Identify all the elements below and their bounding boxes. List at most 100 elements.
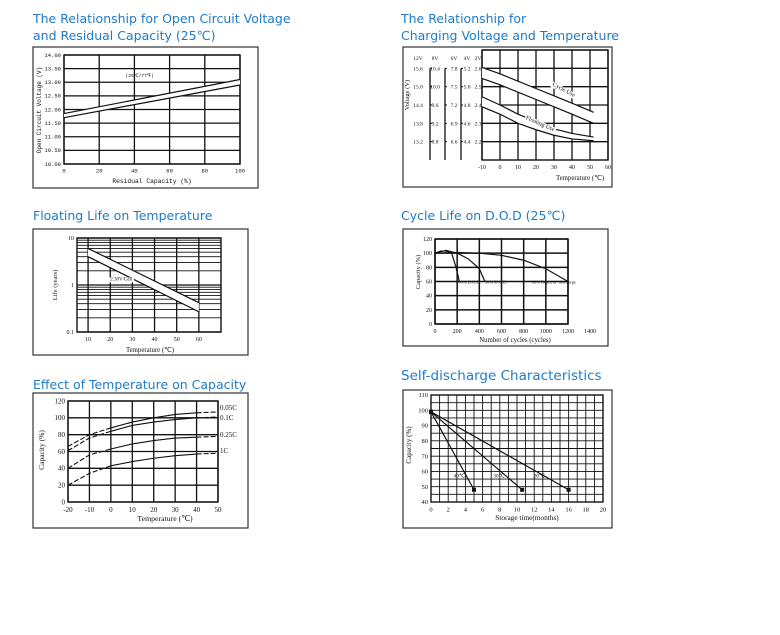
y-tick-label: 12.50 — [44, 93, 61, 100]
band-fill — [482, 67, 594, 124]
annotation-label: 40℃ — [454, 474, 467, 480]
y-tick-label: 0 — [62, 498, 66, 506]
series-line-0-05c-dashed — [67, 427, 112, 447]
annotation-label: discharge — [559, 280, 576, 285]
x-tick-label: 1200 — [562, 329, 574, 335]
x-axis-label: Temperature (℃) — [137, 514, 193, 523]
y-tick-label: 20 — [426, 308, 432, 314]
scale-value: 15.0 — [413, 85, 423, 91]
y-tick-label: 120 — [423, 237, 432, 243]
x-tick-label: 50 — [587, 165, 593, 171]
x-tick-label: 30 — [172, 506, 180, 514]
x-tick-label: 50 — [174, 337, 180, 343]
chart-title-self-discharge: Self-discharge Characteristics — [401, 368, 602, 385]
annotation-label: 30% Depth of — [531, 280, 557, 285]
y-tick-label: 100 — [55, 414, 66, 422]
scale-value: 2.4 — [475, 103, 482, 109]
x-tick-label: 30 — [551, 165, 557, 171]
series-line-30- — [430, 411, 523, 491]
series-line-50-d-o-d- — [434, 249, 486, 282]
x-tick-label: 50 — [215, 506, 223, 514]
y-axis-label: Capacity (%) — [415, 255, 422, 289]
y-tick-label: 100 — [423, 251, 432, 257]
x-tick-label: 14 — [548, 507, 555, 514]
data-point — [520, 487, 525, 492]
x-tick-label: 60 — [605, 165, 611, 171]
y-tick-label: 80 — [422, 438, 429, 445]
annotation-label: 20℃ — [534, 474, 547, 480]
annotation-label: 30℃ — [493, 474, 506, 480]
scale-value: 2.2 — [475, 140, 482, 146]
x-axis-label: Storage time(months) — [495, 513, 559, 522]
x-tick-label: 30 — [129, 337, 135, 343]
y-tick-label: 60 — [422, 469, 429, 476]
chart-0: 0 20 40 60 80 100 10.00 10.50 11.00 11.50 12.00 12.… — [32, 46, 259, 189]
x-tick-label: 0 — [109, 506, 113, 514]
chart-4: -20 -10 0 10 20 30 40 50 0 20 40 60 80 100 120 Temperat… — [32, 392, 249, 529]
x-tick-label: 8 — [498, 507, 501, 514]
y-tick-label: 80 — [426, 265, 432, 271]
chart-2: 10 20 30 40 50 60 0.1 1 10 Temperature (℃) Life (y… — [32, 228, 249, 356]
series-line-40- — [430, 411, 475, 491]
y-tick-label: 80 — [58, 431, 66, 439]
scale-value: 13.8 — [413, 121, 423, 127]
y-tick-label: 0 — [429, 322, 432, 328]
scale-value: 9.2 — [432, 121, 439, 127]
scale-value: 14.4 — [413, 103, 423, 109]
series-line — [481, 77, 594, 124]
x-tick-label: 4 — [464, 507, 468, 514]
chart-5: 0 2 4 6 8 10 12 14 16 18 20 40 50 60 70 80 90 100 110 Stora… — [402, 389, 613, 529]
x-tick-label: -20 — [63, 506, 73, 514]
scale-value: 4.4 — [464, 140, 471, 146]
y-tick-label: 120 — [55, 397, 66, 405]
y-axis-label: Capacity (%) — [37, 430, 46, 470]
scale-value: 6.9 — [451, 121, 458, 127]
band-fill — [88, 248, 199, 312]
scale-value: 13.2 — [413, 140, 423, 146]
y-tick-label: 10.00 — [44, 161, 61, 168]
series-line-1c-dashed — [67, 465, 112, 486]
x-tick-label: 20 — [150, 506, 158, 514]
x-tick-label: 6 — [481, 507, 485, 514]
x-tick-label: 40 — [193, 506, 201, 514]
y-tick-label: 10 — [68, 236, 74, 242]
annotation-bg — [523, 114, 557, 134]
title-line: Charging Voltage and Temperature — [401, 28, 619, 43]
scale-value: 2.5 — [475, 85, 482, 91]
x-tick-label: 1400 — [584, 329, 596, 335]
scale-value: 5.0 — [464, 85, 471, 91]
annotation-label: (25℃/77℉) — [126, 73, 154, 79]
scale-value: 5.2 — [464, 66, 471, 72]
title-line: and Residual Capacity (25℃) — [33, 28, 216, 43]
band-fill — [64, 79, 240, 118]
chart-frame — [402, 228, 609, 347]
series-line-0-1c — [110, 417, 197, 432]
y-tick-label: 14.00 — [44, 52, 61, 59]
series-line-0-05c-dashed — [196, 411, 219, 414]
y-axis-label: Capacity (%) — [405, 426, 413, 464]
x-axis-label: Number of cycles (cycles) — [479, 337, 551, 344]
y-tick-label: 90 — [422, 423, 429, 430]
series-line — [63, 78, 241, 115]
title-line: The Relationship for Open Circuit Voltag… — [33, 11, 291, 26]
plot-border — [76, 237, 222, 333]
y-tick-label: 11.50 — [44, 120, 61, 127]
x-axis-label: Temperature (℃) — [126, 347, 174, 354]
x-tick-label: 18 — [583, 507, 590, 514]
x-tick-label: 16 — [565, 507, 572, 514]
x-tick-label: 60 — [196, 337, 202, 343]
x-tick-label: 20 — [600, 507, 607, 514]
y-tick-label: 60 — [58, 448, 66, 456]
scale-header-12V: 12V — [413, 56, 423, 62]
data-point — [566, 487, 571, 492]
chart-title-temperature-capacity: Effect of Temperature on Capacity — [33, 376, 246, 393]
y-tick-label: 100 — [418, 407, 428, 414]
x-tick-label: 60 — [166, 168, 173, 175]
series-line-1c-dashed — [196, 452, 219, 455]
series-line-30-depth-of-discharge — [434, 251, 569, 283]
x-tick-label: 400 — [475, 329, 484, 335]
x-tick-label: 20 — [96, 168, 103, 175]
y-tick-label: 11.00 — [44, 134, 61, 141]
series-line — [63, 84, 241, 119]
series-line-0-05c — [110, 412, 197, 429]
